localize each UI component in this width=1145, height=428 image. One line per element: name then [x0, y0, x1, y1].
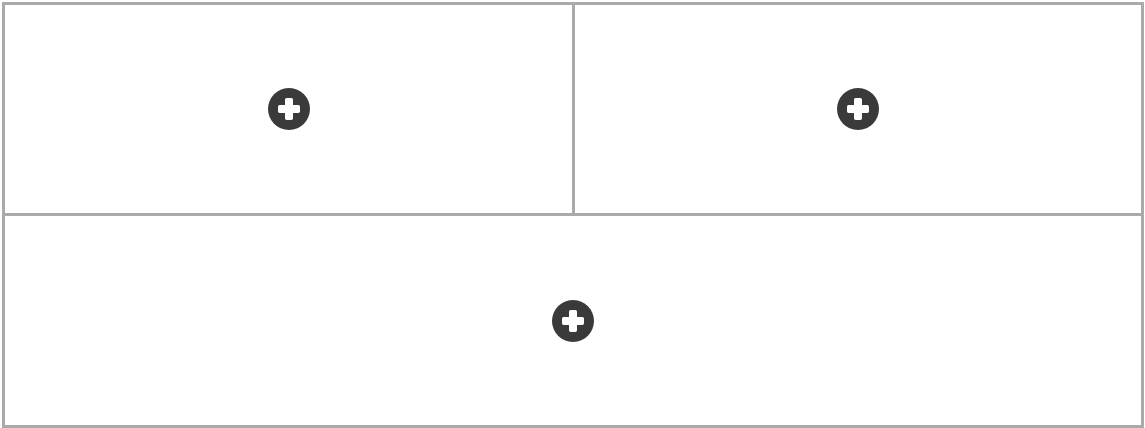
- slot-top-right[interactable]: [572, 2, 1144, 216]
- plus-circle-icon: [836, 87, 880, 131]
- add-content-button-top-right[interactable]: [836, 87, 880, 131]
- plus-circle-icon: [551, 299, 595, 343]
- add-content-button-bottom[interactable]: [551, 299, 595, 343]
- add-content-button-top-left[interactable]: [267, 87, 311, 131]
- plus-circle-icon: [267, 87, 311, 131]
- slot-bottom[interactable]: [2, 213, 1144, 428]
- slot-top-left[interactable]: [2, 2, 575, 216]
